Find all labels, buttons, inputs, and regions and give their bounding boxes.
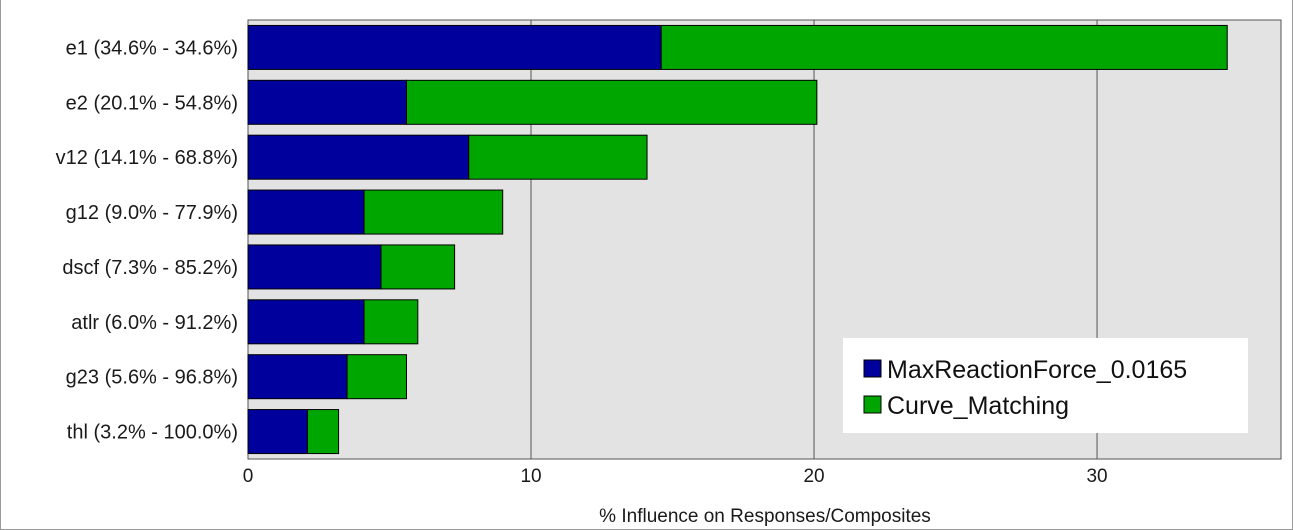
category-label: thl (3.2% - 100.0%) xyxy=(67,422,238,444)
bar-segment-curve-matching xyxy=(660,24,1228,70)
bar-segment-max-reaction-force xyxy=(247,134,470,180)
x-tick-label: 10 xyxy=(520,466,541,487)
bar-segment-max-reaction-force xyxy=(247,244,382,290)
legend-swatch-curve-matching xyxy=(863,395,882,414)
category-label: g12 (9.0% - 77.9%) xyxy=(66,202,238,224)
bar-segment-max-reaction-force xyxy=(247,299,365,345)
bar-segment-curve-matching xyxy=(346,354,407,400)
category-labels: e1 (34.6% - 34.6%) e2 (20.1% - 54.8%) v12 … xyxy=(56,37,238,443)
x-axis-title: % Influence on Responses/Composites xyxy=(599,506,931,527)
bar-segment-max-reaction-force xyxy=(247,79,407,125)
category-label: g23 (5.6% - 96.8%) xyxy=(66,367,238,389)
bar-segment-curve-matching xyxy=(363,299,419,345)
bar-segment-curve-matching xyxy=(468,134,648,180)
bar-segment-curve-matching xyxy=(405,79,818,125)
category-label: v12 (14.1% - 68.8%) xyxy=(56,147,238,169)
category-label: e2 (20.1% - 54.8%) xyxy=(66,92,238,114)
bar-segment-curve-matching xyxy=(306,409,340,455)
legend-swatch-max-reaction-force xyxy=(863,359,882,378)
x-tick-label: 30 xyxy=(1086,466,1107,487)
bars xyxy=(247,24,1228,455)
category-label: e1 (34.6% - 34.6%) xyxy=(66,37,238,59)
bar-segment-curve-matching xyxy=(380,244,456,290)
bar-segment-max-reaction-force xyxy=(247,409,308,455)
x-tick-label: 0 xyxy=(243,466,254,487)
bar-segment-max-reaction-force xyxy=(247,189,365,235)
category-label: atlr (6.0% - 91.2%) xyxy=(71,312,238,334)
bar-segment-max-reaction-force xyxy=(247,24,662,70)
bar-segment-max-reaction-force xyxy=(247,354,348,400)
legend-label-curve-matching: Curve_Matching xyxy=(887,392,1069,420)
legend: MaxReactionForce_0.0165 Curve_Matching xyxy=(843,338,1248,433)
x-tick-label: 20 xyxy=(803,466,824,487)
legend-box xyxy=(843,338,1248,433)
bar-segment-curve-matching xyxy=(363,189,504,235)
x-axis-ticks: 0 10 20 30 xyxy=(243,466,1108,487)
legend-label-max-reaction-force: MaxReactionForce_0.0165 xyxy=(887,356,1187,384)
category-label: dscf (7.3% - 85.2%) xyxy=(62,257,238,279)
